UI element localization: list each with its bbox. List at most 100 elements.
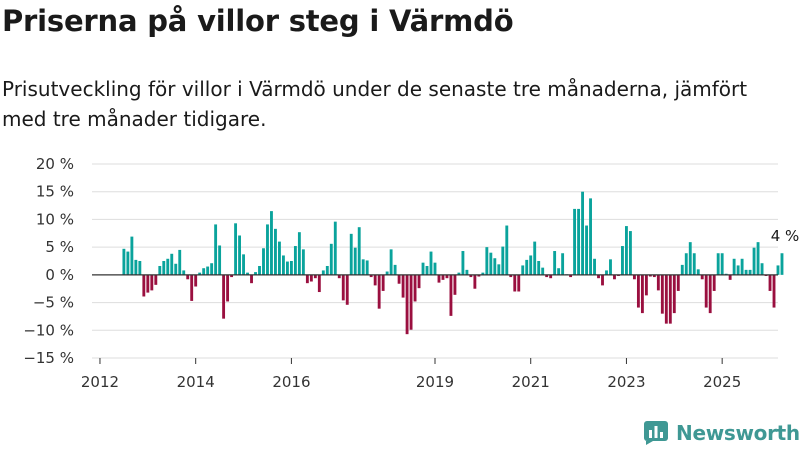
bar <box>417 274 421 289</box>
bar <box>142 274 146 297</box>
bar <box>605 270 608 275</box>
bar <box>716 253 720 275</box>
bar <box>700 274 704 280</box>
bar <box>393 264 397 275</box>
bar <box>768 274 772 291</box>
bar <box>712 274 716 291</box>
bar-series <box>122 191 784 335</box>
bar <box>401 274 405 298</box>
bar <box>397 274 401 284</box>
bar <box>636 274 640 308</box>
y-tick-label: 15 % <box>36 183 74 201</box>
bar <box>760 263 764 275</box>
bar <box>656 274 660 291</box>
bar <box>585 225 588 275</box>
bar <box>345 274 349 305</box>
bar <box>505 225 509 275</box>
bar <box>628 231 632 275</box>
bar <box>676 274 680 291</box>
bar <box>325 265 329 275</box>
bar <box>258 265 261 275</box>
bar <box>493 258 497 275</box>
bar <box>640 274 644 314</box>
bar <box>305 274 309 284</box>
bar <box>381 274 385 291</box>
bar <box>457 272 461 275</box>
bar <box>537 261 541 275</box>
bar <box>218 245 222 275</box>
bar <box>170 253 174 275</box>
bar <box>688 242 692 275</box>
bar <box>625 226 628 275</box>
bar <box>166 258 170 275</box>
bar <box>405 274 409 335</box>
bar <box>529 255 533 275</box>
bar <box>473 274 477 289</box>
bar <box>150 274 154 291</box>
bar <box>704 274 708 308</box>
bar <box>226 274 230 302</box>
bar <box>561 253 565 275</box>
bar <box>285 261 289 275</box>
bar <box>557 268 561 275</box>
bar <box>369 274 373 278</box>
bar <box>465 269 469 275</box>
bar <box>477 274 481 277</box>
bar <box>198 272 202 275</box>
bar <box>214 224 218 275</box>
bar <box>178 249 182 275</box>
bar <box>613 274 616 280</box>
bar <box>525 259 529 275</box>
bar <box>541 267 545 275</box>
bar <box>521 265 525 275</box>
bar <box>202 268 206 275</box>
bar <box>644 274 648 296</box>
bar <box>246 272 249 275</box>
bar <box>772 274 776 308</box>
bar <box>254 272 257 275</box>
bar <box>194 274 198 287</box>
bar <box>736 265 740 275</box>
x-tick-label: 2012 <box>81 373 119 391</box>
bar <box>126 251 130 275</box>
bar <box>668 274 672 324</box>
brand: Newsworthy <box>644 419 800 447</box>
bar <box>377 274 381 309</box>
bar <box>421 262 425 275</box>
bar <box>282 255 285 275</box>
y-tick-label: 20 % <box>36 155 74 173</box>
bar <box>122 248 126 275</box>
bar <box>748 269 752 275</box>
bar <box>744 269 748 275</box>
bar <box>672 274 676 314</box>
bar <box>309 274 313 282</box>
bar <box>433 262 437 275</box>
y-axis-ticks: −15 % −10 % −5 % 0 % 5 % 10 % 15 % 20 % <box>23 155 74 367</box>
bar <box>632 274 636 280</box>
bar <box>481 272 485 275</box>
bar <box>680 264 684 275</box>
bar <box>573 208 577 275</box>
bar <box>589 198 592 275</box>
bar <box>776 265 780 275</box>
y-tick-label: 10 % <box>36 210 74 228</box>
x-tick-label: 2025 <box>703 373 741 391</box>
bar <box>337 274 341 279</box>
x-tick-label: 2014 <box>177 373 215 391</box>
bar <box>648 274 652 277</box>
bar <box>242 254 245 275</box>
bar <box>341 274 345 301</box>
bar <box>517 274 521 292</box>
bar <box>581 191 584 275</box>
bar <box>609 259 612 275</box>
y-tick-label: −5 % <box>33 294 74 312</box>
bar <box>365 260 369 275</box>
bar <box>361 259 365 275</box>
x-tick-label: 2016 <box>272 373 310 391</box>
bar <box>274 228 277 275</box>
bar <box>158 265 162 275</box>
bar <box>174 263 178 275</box>
bar <box>321 270 325 275</box>
bar <box>621 246 624 275</box>
